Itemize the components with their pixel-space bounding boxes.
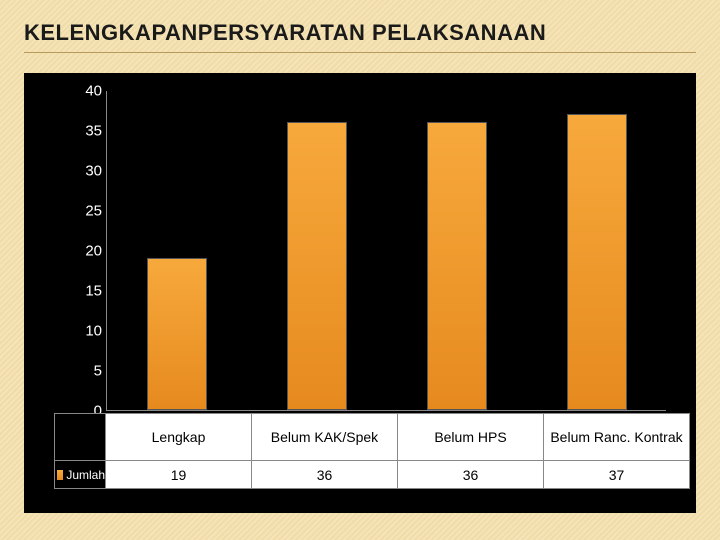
ytick-30: 30 <box>24 164 102 179</box>
plot-area <box>106 91 666 411</box>
category-3: Belum Ranc. Kontrak <box>544 413 690 461</box>
ytick-40: 40 <box>24 84 102 99</box>
bar-belum-ranc <box>567 114 627 410</box>
category-row-header <box>54 413 106 461</box>
category-0: Lengkap <box>106 413 252 461</box>
value-2: 36 <box>398 461 544 489</box>
data-row: Jumlah 19 36 36 37 <box>54 461 690 489</box>
value-0: 19 <box>106 461 252 489</box>
legend-swatch <box>57 470 63 480</box>
category-row: Lengkap Belum KAK/Spek Belum HPS Belum R… <box>54 413 690 461</box>
value-1: 36 <box>252 461 398 489</box>
value-3: 37 <box>544 461 690 489</box>
page-title: KELENGKAPANPERSYARATAN PELAKSANAAN <box>24 20 696 53</box>
bar-belum-hps <box>427 122 487 410</box>
category-2: Belum HPS <box>398 413 544 461</box>
ytick-15: 15 <box>24 284 102 299</box>
ytick-5: 5 <box>24 364 102 379</box>
series-legend: Jumlah <box>54 461 106 489</box>
series-label: Jumlah <box>66 468 105 482</box>
bar-belum-kak <box>287 122 347 410</box>
ytick-35: 35 <box>24 124 102 139</box>
ytick-20: 20 <box>24 244 102 259</box>
ytick-10: 10 <box>24 324 102 339</box>
chart-container: 40 35 30 25 20 15 10 5 0 Lengkap Belum K… <box>24 73 696 513</box>
category-1: Belum KAK/Spek <box>252 413 398 461</box>
bar-lengkap <box>147 258 207 410</box>
ytick-25: 25 <box>24 204 102 219</box>
